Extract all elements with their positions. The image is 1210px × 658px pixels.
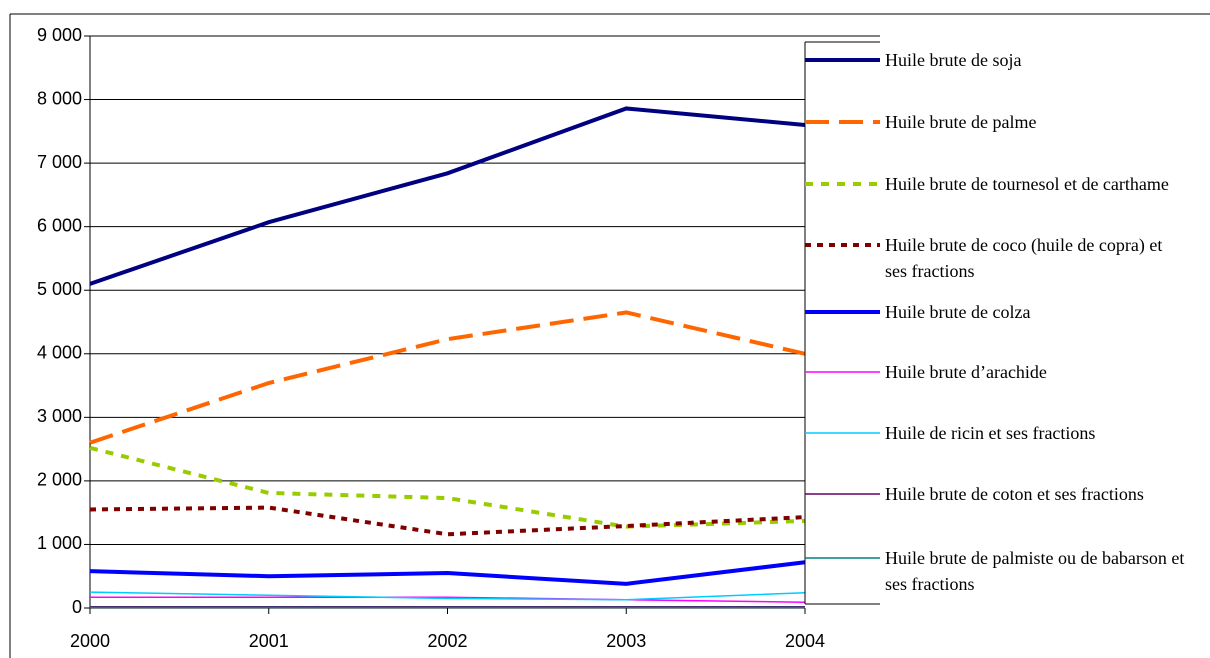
series-line: [89, 560, 806, 586]
legend-label: Huile brute de coco (huile de copra) et …: [885, 235, 1163, 281]
legend-label: Huile brute de coton et ses fractions: [885, 484, 1144, 504]
series-line: [89, 591, 806, 601]
y-tick-label: 7 000: [37, 152, 82, 172]
legend-label: Huile brute de colza: [885, 302, 1031, 322]
series-line: [89, 106, 806, 286]
legend-label: Huile de ricin et ses fractions: [885, 423, 1096, 443]
y-tick-label: 4 000: [37, 343, 82, 363]
x-tick-label: 2003: [606, 631, 646, 651]
legend-label: Huile brute de palme: [885, 112, 1037, 132]
y-tick-label: 1 000: [37, 533, 82, 553]
series-line: [89, 445, 806, 529]
x-tick-label: 2004: [785, 631, 825, 651]
series-line: [90, 596, 806, 604]
y-tick-label: 5 000: [37, 279, 82, 299]
x-tick-label: 2002: [427, 631, 467, 651]
x-tick-label: 2001: [249, 631, 289, 651]
legend-label: Huile brute de palmiste ou de babarson e…: [885, 548, 1185, 594]
x-tick-label: 2000: [70, 631, 110, 651]
y-tick-label: 0: [72, 597, 82, 617]
y-tick-label: 9 000: [37, 25, 82, 45]
legend-label: Huile brute d’arachide: [885, 362, 1047, 382]
y-tick-label: 2 000: [37, 470, 82, 490]
y-tick-label: 6 000: [37, 215, 82, 235]
y-tick-label: 8 000: [37, 88, 82, 108]
y-tick-label: 3 000: [37, 406, 82, 426]
series-line: [89, 310, 806, 445]
series-line: [89, 505, 806, 537]
legend-label: Huile brute de tournesol et de carthame: [885, 174, 1169, 194]
legend-label: Huile brute de soja: [885, 50, 1022, 70]
